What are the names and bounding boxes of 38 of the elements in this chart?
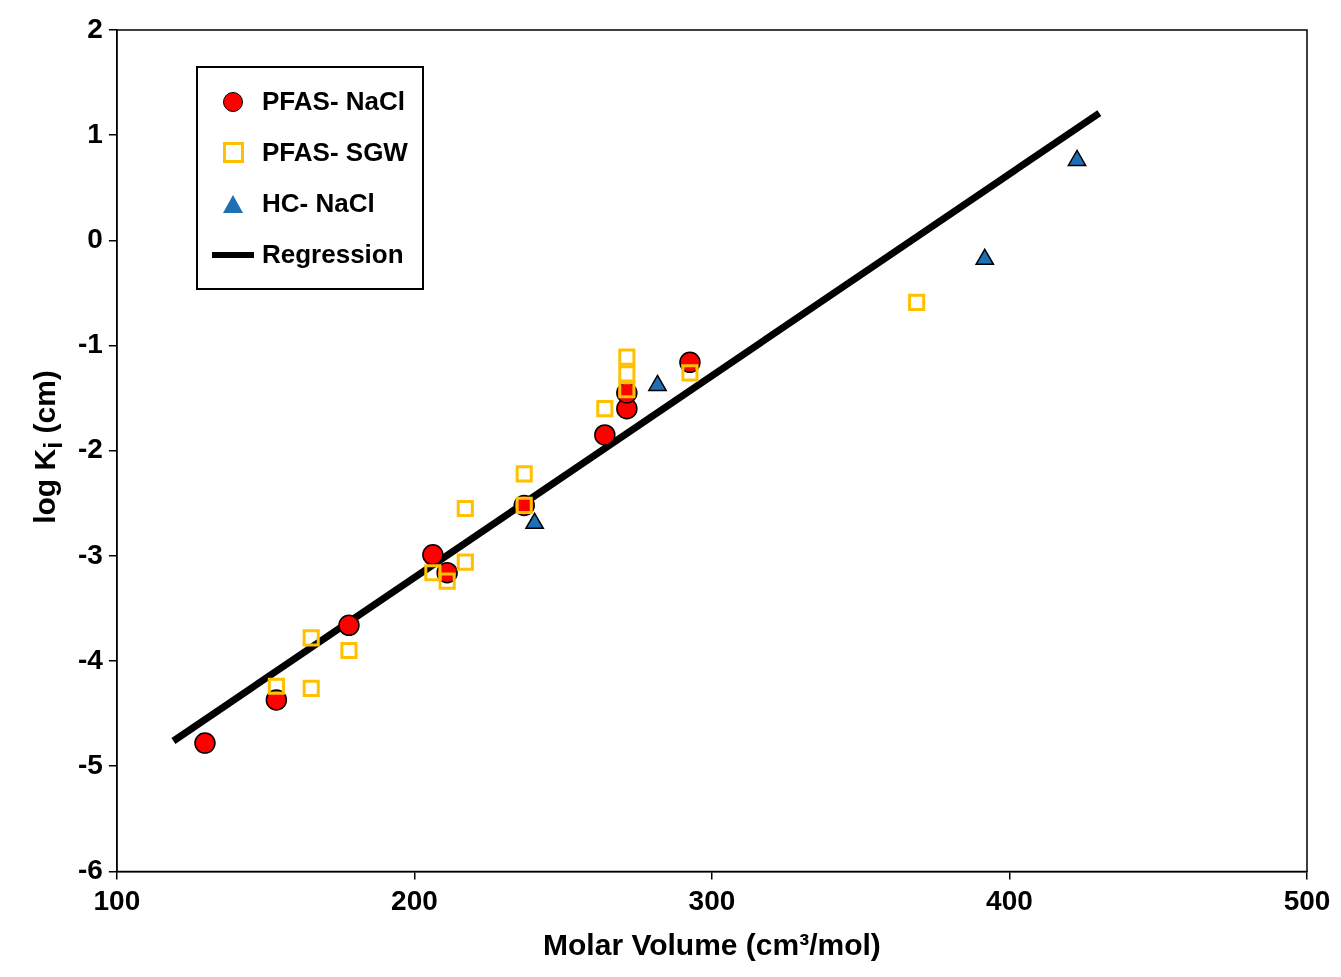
point (302, 679, 320, 697)
legend-label: PFAS- NaCl (262, 86, 406, 117)
point (302, 629, 320, 647)
point (594, 424, 616, 446)
point (438, 572, 456, 590)
point (424, 564, 442, 582)
point (338, 614, 360, 637)
x-tick-label: 400 (986, 884, 1033, 916)
x-tick-label: 100 (93, 884, 141, 916)
point (596, 400, 614, 418)
point (681, 364, 699, 382)
point (456, 553, 474, 571)
y-tick-label: 0 (87, 223, 103, 255)
point (618, 365, 636, 383)
point (267, 677, 285, 695)
point (340, 641, 358, 660)
legend-label: Regression (262, 239, 404, 270)
y-tick-label: -1 (77, 328, 103, 360)
point (908, 293, 926, 311)
point (618, 381, 636, 399)
legend-label: HC- NaCl (262, 188, 375, 219)
x-axis-title: Molar Volume (cm³/mol) (543, 928, 881, 962)
x-tick-label: 500 (1283, 884, 1331, 916)
y-tick-label: -5 (77, 748, 103, 780)
point (618, 348, 636, 366)
x-tick-label: 300 (688, 884, 736, 916)
legend-label: PFAS- SGW (262, 137, 408, 168)
y-tick-label: 1 (87, 117, 103, 149)
y-tick-label: 2 (87, 12, 103, 44)
point (194, 732, 216, 754)
point (515, 465, 533, 483)
point (456, 499, 474, 518)
y-tick-label: -6 (77, 854, 103, 886)
point (422, 544, 444, 566)
y-tick-label: -3 (77, 538, 103, 570)
x-tick-label: 200 (391, 884, 438, 916)
y-tick-label: -4 (77, 643, 104, 675)
y-tick-label: -2 (77, 433, 103, 465)
